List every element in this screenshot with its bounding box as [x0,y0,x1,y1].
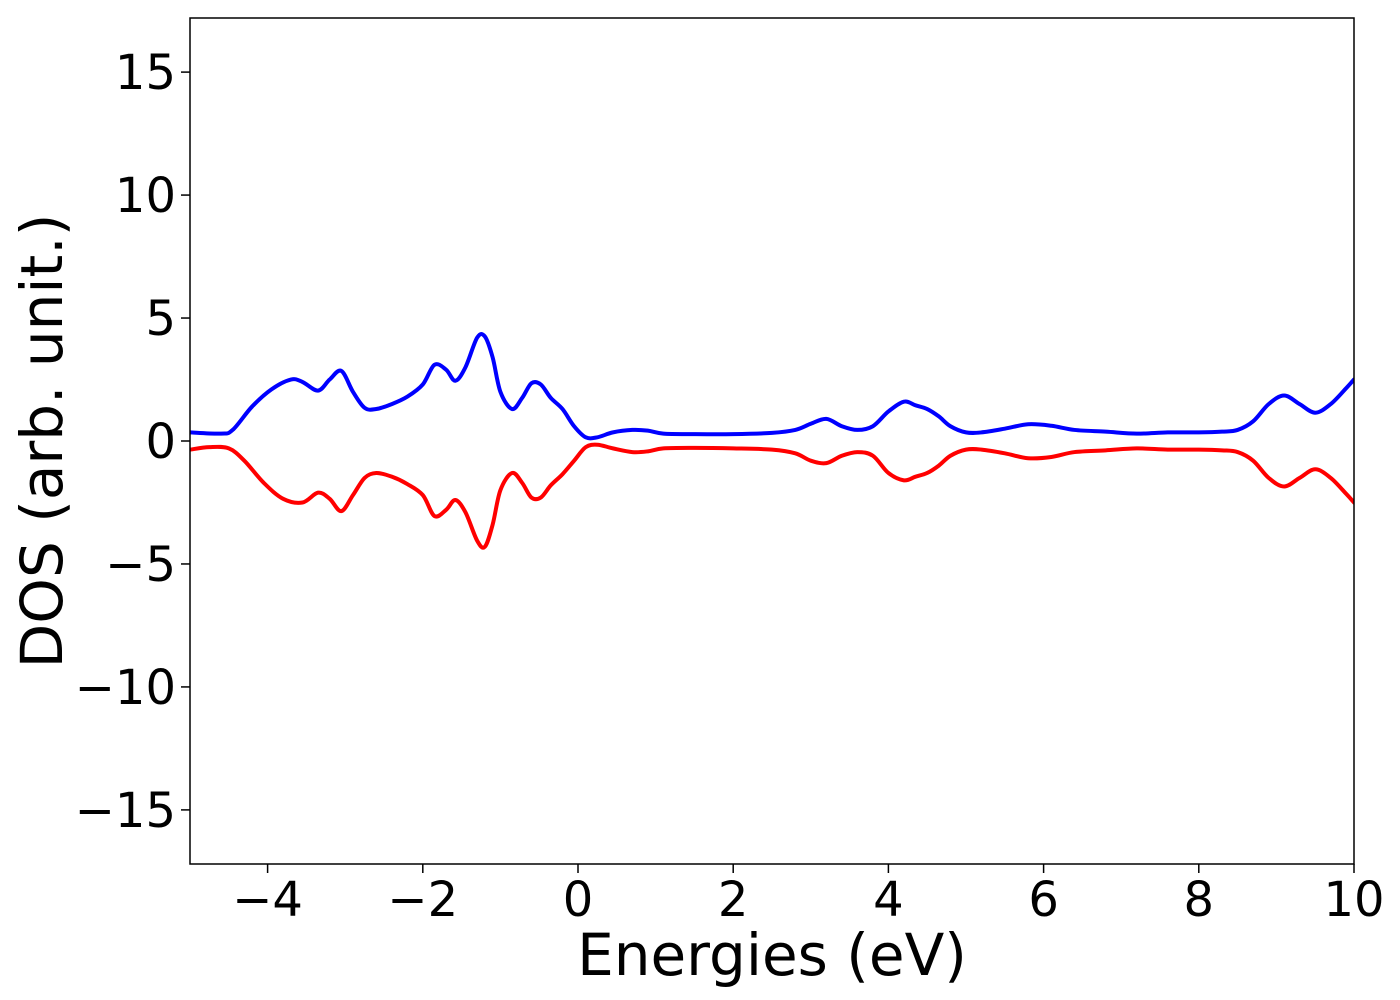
series-line-1 [190,331,1354,441]
x-tick-label: 8 [1184,872,1215,928]
series-line-2 [190,442,1354,550]
y-axis-ticks: 15 10 5 0 −5 −10 −15 [75,45,190,839]
series-layer [190,331,1354,550]
y-tick-label: 15 [115,45,176,101]
x-tick-label: 2 [718,872,749,928]
x-tick-label: 4 [873,872,904,928]
y-tick-label: 0 [145,414,176,470]
x-tick-label: 6 [1028,872,1059,928]
y-tick-label: −15 [75,783,176,839]
x-tick-label: −4 [232,872,303,928]
x-axis-ticks: −4 −2 0 2 4 6 8 10 [232,864,1385,928]
y-tick-label: 5 [145,291,176,347]
x-axis-label: Energies (eV) [577,921,967,989]
x-tick-label: 10 [1323,872,1384,928]
x-tick-label: −2 [387,872,458,928]
y-tick-label: −10 [75,660,176,716]
plot-frame [189,17,1355,865]
y-axis-label: DOS (arb. unit.) [8,214,76,669]
x-tick-label: 0 [563,872,594,928]
y-tick-label: −5 [105,537,176,593]
y-tick-label: 10 [115,168,176,224]
